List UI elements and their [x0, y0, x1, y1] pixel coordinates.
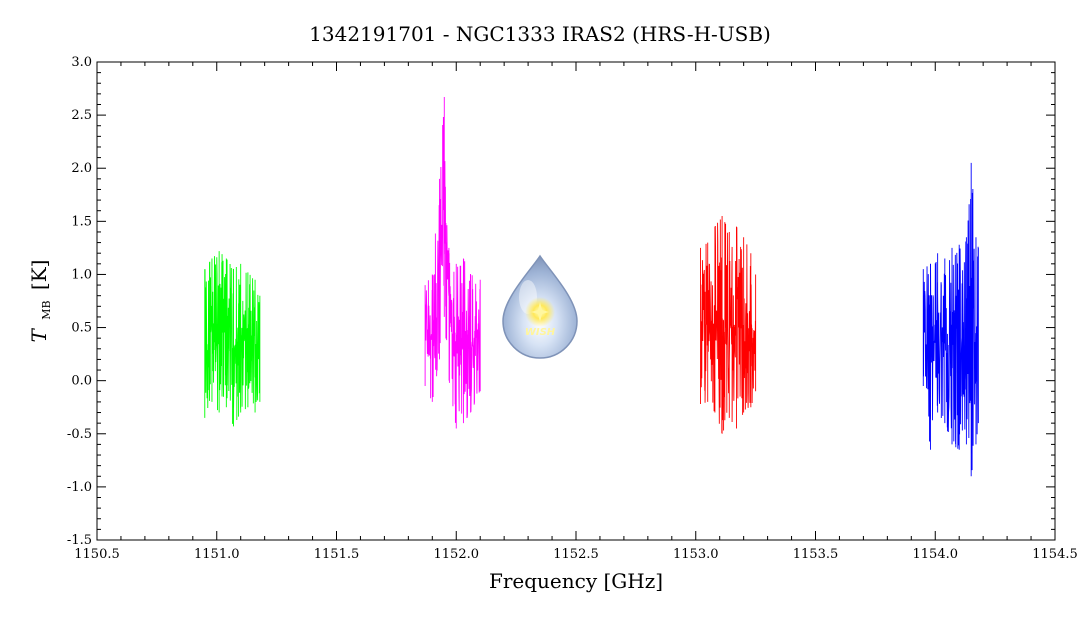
- x-tick-label: 1153.5: [793, 547, 839, 562]
- y-axis-label-unit: [K]: [27, 260, 51, 291]
- wish-logo-text: WISH: [525, 327, 556, 338]
- tick-labels-layer: 1150.5 1151.0 1151.5 1152.0 1152.5 1153.0 1153…: [67, 55, 1078, 562]
- plot-area: 1150.5 1151.0 1151.5 1152.0 1152.5 1153.0 1153…: [67, 55, 1078, 562]
- spectrum-series-3: [700, 216, 757, 434]
- y-tick-label: 2.5: [71, 108, 92, 123]
- x-tick-label: 1153.0: [673, 547, 719, 562]
- y-tick-label: 1.0: [71, 267, 92, 282]
- x-axis-label: Frequency [GHz]: [489, 569, 663, 593]
- x-tick-label: 1154.0: [913, 547, 959, 562]
- y-tick-label: -1.0: [67, 480, 92, 495]
- chart-title: 1342191701 - NGC1333 IRAS2 (HRS-H-USB): [309, 22, 771, 46]
- wish-logo: WISH: [502, 254, 578, 359]
- x-tick-label: 1152.0: [434, 547, 480, 562]
- y-tick-label: -0.5: [67, 427, 92, 442]
- y-axis-label-sub: MB: [40, 300, 53, 319]
- y-axis-label-main: T: [27, 327, 51, 342]
- y-tick-label: 2.0: [71, 161, 92, 176]
- y-tick-label: 0.0: [71, 374, 92, 389]
- x-tick-label: 1154.5: [1032, 547, 1078, 562]
- spectra-layer: [204, 97, 979, 477]
- y-tick-label: 3.0: [71, 55, 92, 70]
- y-tick-label: 0.5: [71, 321, 92, 336]
- y-axis-label: T MB [K]: [27, 260, 55, 343]
- x-tick-label: 1151.0: [194, 547, 240, 562]
- ticks-layer: [96, 61, 1056, 541]
- x-tick-label: 1152.5: [553, 547, 599, 562]
- x-tick-label: 1151.5: [314, 547, 360, 562]
- wish-star-icon: [531, 302, 549, 322]
- spectrum-series-4: [922, 162, 979, 477]
- y-tick-label: 1.5: [71, 214, 92, 229]
- spectrum-series-2: [424, 97, 481, 429]
- spectrum-series-1: [204, 251, 261, 427]
- x-tick-label: 1150.5: [74, 547, 120, 562]
- y-tick-label: -1.5: [67, 533, 92, 548]
